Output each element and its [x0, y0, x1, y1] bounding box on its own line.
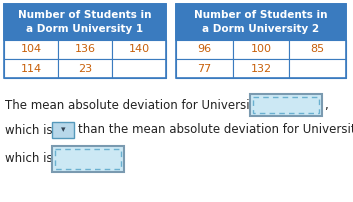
Text: Number of Students in
a Dorm University 1: Number of Students in a Dorm University …: [18, 10, 152, 34]
Text: 96: 96: [197, 44, 211, 55]
Bar: [176, 4, 346, 40]
Text: 114: 114: [20, 63, 42, 74]
Bar: [176, 4, 346, 40]
Bar: [4, 4, 166, 40]
Text: The mean absolute deviation for University 1 is: The mean absolute deviation for Universi…: [5, 99, 286, 112]
Bar: [176, 40, 233, 59]
Bar: [4, 40, 58, 59]
Text: which is: which is: [5, 152, 53, 164]
Bar: [52, 146, 124, 172]
Bar: [58, 40, 112, 59]
Bar: [112, 40, 166, 59]
Bar: [52, 122, 74, 138]
Text: 132: 132: [250, 63, 271, 74]
Bar: [233, 40, 289, 59]
Bar: [55, 149, 121, 169]
Text: 140: 140: [128, 44, 150, 55]
Text: 23: 23: [78, 63, 92, 74]
Text: 100: 100: [251, 44, 271, 55]
Bar: [250, 94, 322, 116]
Bar: [233, 59, 289, 78]
Bar: [4, 4, 166, 78]
Text: ,: ,: [324, 99, 328, 112]
Text: 104: 104: [20, 44, 42, 55]
Bar: [176, 4, 346, 78]
Bar: [112, 59, 166, 78]
Bar: [253, 97, 319, 113]
Text: 136: 136: [74, 44, 96, 55]
Text: 85: 85: [311, 44, 325, 55]
Text: than the mean absolute deviation for University 2,: than the mean absolute deviation for Uni…: [78, 123, 353, 137]
Text: 77: 77: [197, 63, 211, 74]
Bar: [4, 59, 58, 78]
Bar: [289, 40, 346, 59]
Text: which is: which is: [5, 123, 53, 137]
Bar: [289, 59, 346, 78]
Bar: [4, 4, 166, 40]
Text: Number of Students in
a Dorm University 2: Number of Students in a Dorm University …: [194, 10, 328, 34]
Bar: [58, 59, 112, 78]
Text: ▾: ▾: [61, 125, 65, 135]
Bar: [176, 59, 233, 78]
